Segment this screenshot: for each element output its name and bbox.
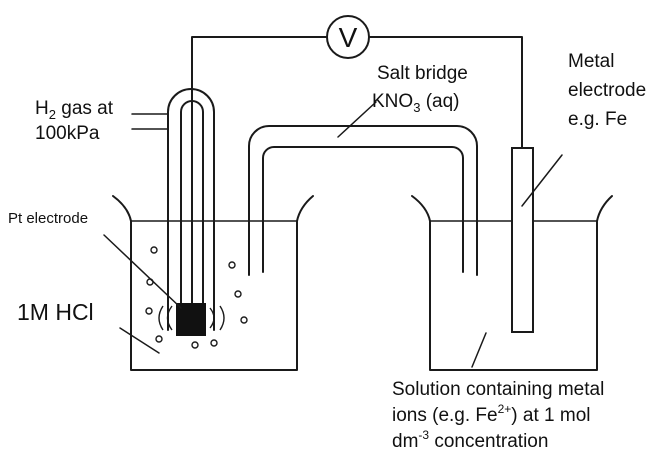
hcl-pointer (119, 327, 160, 354)
salt-bridge-pointer (337, 101, 377, 138)
solution-pointer (471, 332, 487, 368)
voltmeter: V (326, 15, 370, 59)
salt-bridge (248, 125, 478, 276)
circuit-wire (191, 36, 523, 314)
voltmeter-circle (326, 15, 370, 59)
metal-electrode-label-line1: Metal (568, 51, 614, 72)
salt-bridge-label: Salt bridge (377, 63, 468, 84)
h2-gas-label: H2 gas at (35, 98, 114, 122)
voltmeter-symbol: V (339, 22, 358, 53)
hydrogen-gas-tube (167, 88, 215, 331)
metal-electrode-label-line3: e.g. Fe (568, 109, 627, 130)
hcl-label: 1M HCl (17, 299, 94, 325)
metal-electrode (511, 147, 534, 333)
pointer-lines (103, 101, 563, 368)
solution-label-line2: ions (e.g. Fe2+) at 1 mol (392, 402, 591, 426)
metal-electrode-pointer (521, 154, 563, 207)
salt-bridge-formula-label: KNO3 (aq) (372, 91, 460, 115)
pt-electrode-label: Pt electrode (8, 210, 88, 227)
h2-pressure-label: 100kPa (35, 123, 100, 144)
solution-label-line1: Solution containing metal (392, 379, 604, 400)
pt-electrode-pointer (103, 234, 182, 309)
solution-label-line3: dm-3 concentration (392, 428, 548, 452)
metal-electrode-label-line2: electrode (568, 80, 646, 101)
